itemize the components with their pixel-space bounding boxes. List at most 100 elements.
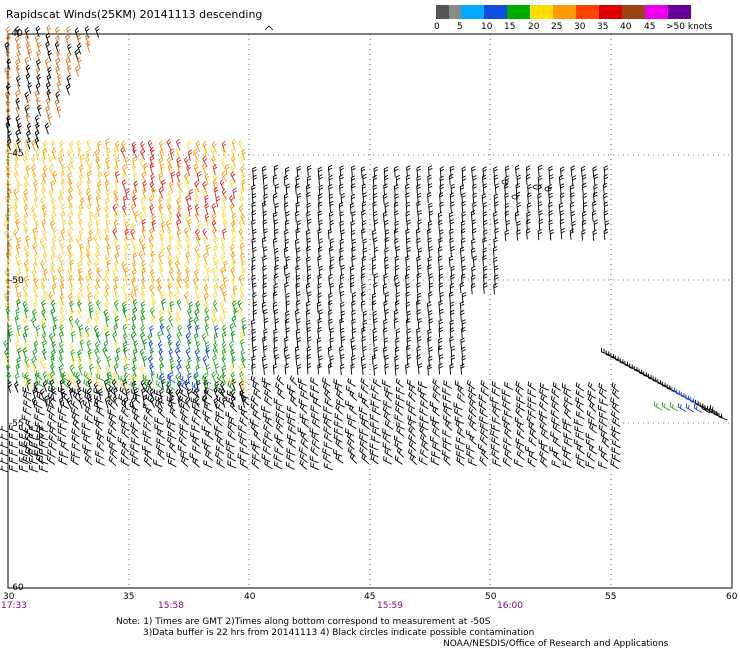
wind-barb: [59, 148, 64, 161]
wind-barb: [503, 443, 512, 453]
wind-barb: [405, 318, 411, 330]
wind-barb: [192, 436, 200, 447]
wind-barb: [306, 319, 311, 331]
wind-barb: [67, 267, 73, 279]
wind-barb: [238, 274, 244, 287]
wind-barb: [60, 441, 69, 452]
wind-barb: [601, 437, 610, 448]
wind-barb: [80, 197, 85, 210]
wind-barb: [25, 235, 31, 248]
wind-barb: [69, 387, 74, 400]
wind-barb: [227, 381, 236, 392]
wind-barb: [405, 174, 411, 186]
wind-barb: [84, 25, 90, 38]
wind-barb: [358, 406, 368, 416]
wind-barb: [284, 238, 290, 250]
wind-barb: [74, 49, 80, 61]
wind-barb: [362, 192, 367, 204]
wind-barb: [306, 202, 311, 214]
wind-barb: [132, 252, 138, 264]
wind-barb: [95, 331, 101, 344]
wind-barb: [479, 456, 487, 467]
wind-barb: [121, 399, 129, 411]
wind-barb: [205, 341, 210, 353]
wind-barb: [113, 219, 119, 232]
wind-barb: [350, 363, 355, 375]
wind-barb: [240, 253, 245, 265]
wind-barb: [296, 337, 302, 349]
wind-barb: [50, 363, 56, 375]
wind-barb: [194, 180, 200, 193]
wind-barb: [193, 408, 202, 419]
wind-barb: [38, 440, 49, 449]
wind-barb: [253, 430, 262, 441]
wind-barb: [59, 324, 65, 336]
wind-barb: [396, 447, 405, 458]
wind-barb: [287, 418, 296, 428]
wind-barb: [318, 193, 323, 205]
wind-barb: [450, 265, 455, 277]
wind-barb: [168, 291, 174, 304]
wind-barb: [428, 346, 433, 358]
wind-barb: [50, 308, 56, 320]
wind-barb: [141, 387, 146, 400]
wind-barb: [406, 400, 415, 410]
wind-barb: [212, 163, 218, 176]
wind-barb: [166, 422, 176, 433]
wind-barb: [191, 424, 201, 433]
wind-barb: [275, 404, 285, 414]
wind-barb: [188, 188, 194, 201]
wind-barb: [298, 446, 308, 456]
wind-barb: [384, 308, 390, 321]
wind-barb: [283, 193, 289, 205]
wind-barb: [439, 291, 445, 303]
wind-barb: [170, 363, 176, 375]
wind-barb: [132, 348, 138, 361]
wind-barb: [95, 450, 104, 459]
wind-barb: [306, 237, 311, 249]
wind-barb: [17, 347, 23, 359]
wind-barb: [340, 363, 345, 376]
wind-barb: [143, 162, 148, 175]
wind-barb: [459, 281, 465, 294]
wind-barb: [382, 442, 392, 451]
wind-barb: [83, 448, 92, 459]
wind-barb: [600, 451, 609, 462]
wind-barb: [158, 308, 164, 321]
wind-barb: [285, 255, 291, 268]
wind-barb: [438, 337, 443, 350]
wind-barb: [461, 346, 466, 358]
wind-barb: [4, 348, 10, 361]
wind-barb: [251, 256, 256, 268]
wind-barb: [96, 180, 102, 193]
wind-barb: [41, 340, 47, 352]
wind-barb: [383, 183, 388, 195]
wind-barb: [582, 201, 588, 214]
wind-barb: [88, 163, 94, 175]
wind-barb: [395, 386, 405, 395]
wind-barb: [317, 201, 323, 213]
wind-barb: [87, 194, 93, 207]
wind-barb: [516, 220, 521, 232]
time-label-1600: 16:00: [497, 601, 523, 611]
wind-barb: [138, 250, 144, 263]
wind-barb: [48, 291, 54, 304]
wind-barb: [361, 335, 366, 348]
wind-barb: [158, 140, 164, 152]
wind-barb: [467, 414, 476, 425]
wind-barb: [309, 391, 319, 401]
wind-barb: [460, 309, 465, 322]
wind-barb: [432, 392, 440, 403]
wind-barb: [201, 438, 211, 448]
wind-barb: [503, 422, 512, 432]
wind-barb: [83, 435, 92, 445]
contamination-circle: [544, 186, 552, 192]
wind-barb: [362, 319, 368, 331]
wind-barb: [262, 201, 267, 213]
wind-barb: [406, 336, 412, 349]
wind-barb: [432, 442, 441, 452]
wind-barb: [295, 328, 301, 340]
wind-barb: [384, 236, 390, 249]
wind-barb: [427, 264, 432, 276]
